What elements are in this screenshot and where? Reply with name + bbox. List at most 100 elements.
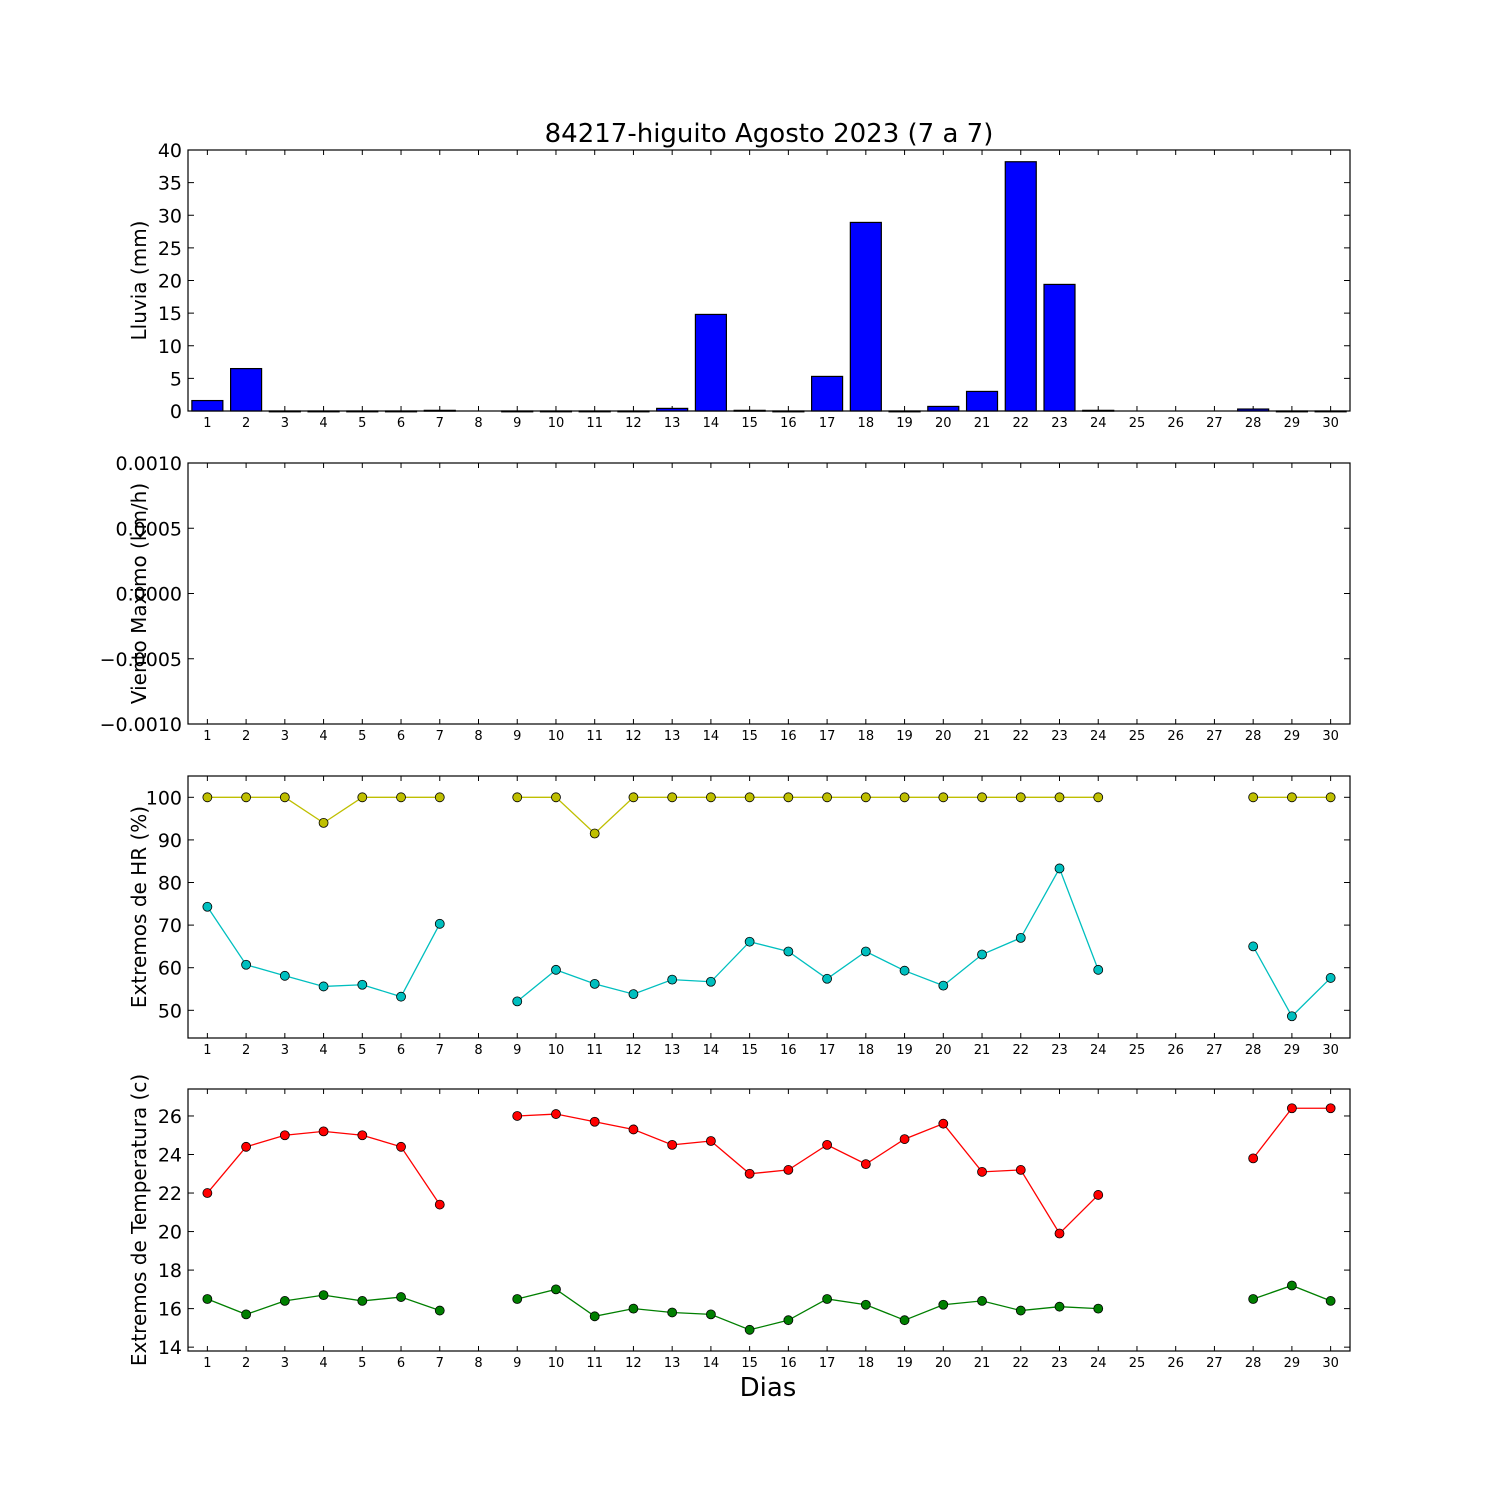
x-tick-label: 28: [1245, 416, 1262, 431]
x-tick-label: 20: [935, 1356, 952, 1371]
x-tick-label: 15: [741, 1356, 758, 1371]
x-tick-label: 15: [741, 1043, 758, 1058]
x-tick-label: 16: [780, 1043, 797, 1058]
x-tick-label: 29: [1284, 729, 1301, 744]
series-2-point-day-21: [977, 949, 987, 960]
x-tick-label: 25: [1129, 416, 1146, 431]
x-tick-label: 22: [1012, 416, 1029, 431]
series-2-point-day-13: [667, 974, 678, 985]
x-tick-label: 14: [703, 416, 720, 431]
series-1-line: [517, 796, 1099, 835]
series-1-point-day-15: [744, 792, 755, 803]
series-1-point-day-20: [938, 1118, 949, 1129]
bar-day-3: [268, 410, 301, 413]
x-tick-label: 28: [1245, 1043, 1262, 1058]
series-2-point-day-22: [1015, 932, 1026, 943]
bar-day-20: [927, 405, 960, 412]
series-1-point-day-4: [318, 817, 329, 828]
x-tick-label: 30: [1322, 1043, 1339, 1058]
series-1-point-day-28: [1248, 1153, 1259, 1164]
x-tick-label: 5: [358, 1356, 366, 1371]
bar-day-1: [191, 399, 224, 412]
series-1-point-day-12: [628, 1124, 639, 1135]
x-tick-label: 11: [586, 416, 603, 431]
bar-day-24: [1082, 409, 1115, 412]
x-tick-label: 8: [474, 416, 482, 431]
x-tick-label: 18: [858, 729, 875, 744]
series-2-point-day-24: [1093, 964, 1104, 975]
x-tick-label: 19: [896, 1043, 913, 1058]
x-tick-label: 24: [1090, 1043, 1107, 1058]
series-1-point-day-18: [860, 792, 871, 803]
x-tick-label: 3: [281, 729, 289, 744]
x-tick-label: 19: [896, 729, 913, 744]
series-1-point-day-2: [241, 1141, 252, 1152]
x-tick-label: 2: [242, 1043, 250, 1058]
y-tick-label: 30: [158, 205, 182, 227]
series-2-point-day-1: [202, 1294, 213, 1304]
bar-day-21: [965, 390, 999, 412]
series-2-point-day-20: [938, 980, 949, 991]
bar-day-23: [1043, 283, 1076, 412]
x-tick-label: 7: [436, 416, 444, 431]
series-1-point-day-6: [396, 1141, 406, 1152]
series-2-point-day-9: [512, 1294, 523, 1304]
series-2-point-day-20: [938, 1299, 949, 1310]
x-tick-label: 14: [703, 1356, 720, 1371]
x-tick-label: 1: [203, 1043, 211, 1058]
x-tick-label: 3: [281, 416, 289, 431]
series-2-line: [517, 1288, 1099, 1331]
x-tick-label: 12: [625, 729, 642, 744]
series-2-point-day-23: [1054, 1301, 1065, 1312]
plot-frame: [187, 775, 1351, 1039]
x-tick-label: 19: [896, 416, 913, 431]
plot-frame: [187, 1088, 1351, 1352]
x-tick-label: 13: [664, 1356, 681, 1371]
x-tick-label: 16: [780, 1356, 797, 1371]
series-1-point-day-7: [434, 792, 445, 803]
series-1-point-day-13: [667, 1139, 678, 1150]
x-tick-label: 24: [1090, 1356, 1107, 1371]
series-2-point-day-4: [318, 981, 329, 992]
x-tick-label: 2: [242, 1356, 250, 1371]
x-tick-label: 5: [358, 729, 366, 744]
x-tick-label: 7: [436, 1043, 444, 1058]
x-tick-label: 25: [1129, 1043, 1146, 1058]
y-tick-label: 24: [158, 1145, 182, 1167]
series-2-point-day-30: [1325, 973, 1336, 983]
y-tick-label: 15: [158, 303, 182, 325]
x-tick-label: 28: [1245, 729, 1262, 744]
series-1-point-day-1: [202, 1188, 213, 1198]
series-1-point-day-9: [512, 1111, 523, 1121]
series-2-point-day-6: [396, 1292, 406, 1302]
x-tick-label: 4: [319, 1043, 327, 1058]
y-tick-label: 0.0005: [116, 518, 182, 540]
x-tick-label: 11: [586, 729, 603, 744]
bar-day-4: [307, 410, 340, 413]
series-1-point-day-15: [744, 1168, 755, 1179]
series-1-point-day-23: [1054, 792, 1065, 803]
y-tick-label: 100: [146, 787, 182, 809]
series-1-point-day-3: [279, 792, 290, 803]
x-tick-label: 30: [1322, 729, 1339, 744]
x-tick-label: 27: [1206, 729, 1223, 744]
series-2-point-day-22: [1015, 1305, 1026, 1316]
y-tick-label: −0.0010: [100, 714, 182, 736]
x-tick-label: 30: [1322, 416, 1339, 431]
x-tick-label: 21: [974, 416, 991, 431]
series-1-point-day-11: [589, 1116, 600, 1127]
x-tick-label: 7: [436, 729, 444, 744]
y-axis-label: Extremos de HR (%): [127, 806, 151, 1008]
x-tick-label: 8: [474, 1043, 482, 1058]
x-tick-label: 7: [436, 1356, 444, 1371]
x-tick-label: 26: [1167, 1356, 1184, 1371]
series-1-line: [517, 1113, 1099, 1235]
series-1-point-day-7: [434, 1199, 445, 1210]
series-1-point-day-16: [783, 792, 794, 803]
chart-title: 84217-higuito Agosto 2023 (7 a 7): [545, 119, 994, 149]
x-tick-label: 14: [703, 1043, 720, 1058]
series-1-point-day-21: [977, 1166, 987, 1177]
series-2-point-day-18: [860, 1299, 871, 1310]
series-2-point-day-16: [783, 1315, 794, 1326]
y-tick-label: 50: [158, 1000, 182, 1022]
